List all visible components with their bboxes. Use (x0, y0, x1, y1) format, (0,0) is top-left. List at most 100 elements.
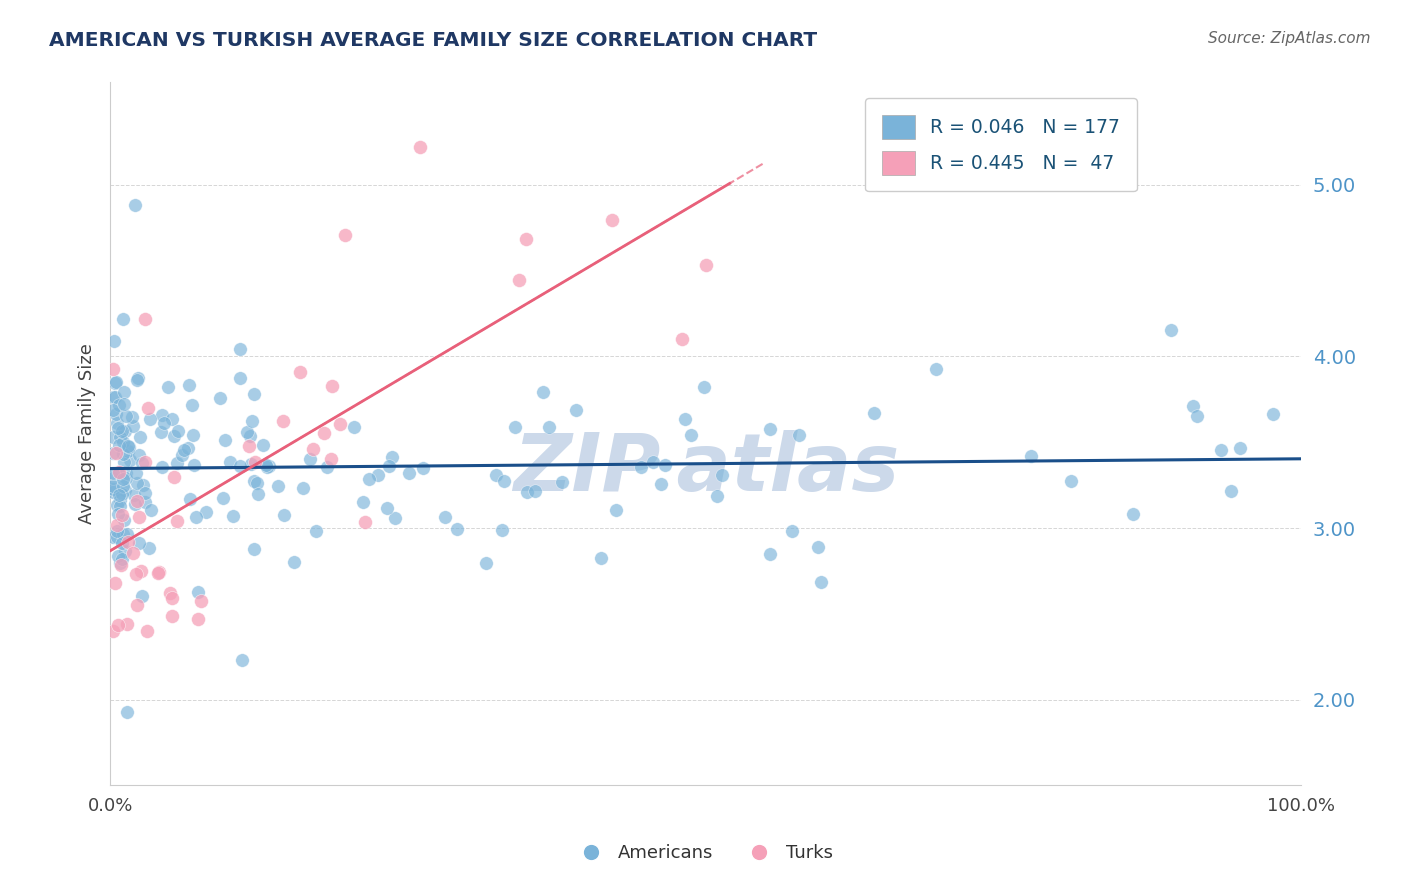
Point (605, 503, 627, 517)
Point (122, 419, 145, 434)
Point (259, 458, 281, 473)
Point (681, 428, 703, 442)
Point (863, 406, 886, 420)
Point (162, 412, 184, 426)
Point (1060, 474, 1083, 488)
Point (101, 471, 124, 485)
Point (239, 429, 262, 443)
Point (150, 409, 173, 423)
Point (107, 416, 129, 430)
Point (166, 456, 188, 470)
Point (671, 332, 693, 346)
Point (105, 524, 128, 538)
Point (129, 564, 152, 578)
Point (146, 566, 169, 581)
Point (273, 508, 295, 522)
Point (246, 487, 269, 501)
Point (138, 412, 160, 426)
Point (298, 452, 321, 467)
Point (630, 459, 652, 474)
Point (115, 617, 138, 632)
Point (537, 420, 560, 434)
Point (409, 140, 432, 154)
Point (381, 450, 404, 464)
Point (219, 455, 242, 469)
Point (357, 472, 380, 486)
Point (103, 390, 125, 404)
Point (291, 481, 314, 495)
Point (101, 362, 124, 376)
Point (163, 470, 186, 484)
Point (131, 456, 153, 470)
Point (150, 460, 173, 475)
Point (212, 491, 235, 505)
Point (352, 495, 374, 509)
Point (252, 438, 274, 452)
Point (115, 409, 138, 423)
Point (122, 488, 145, 502)
Point (243, 475, 266, 489)
Point (125, 373, 148, 387)
Point (181, 398, 204, 412)
Point (475, 556, 498, 570)
Point (600, 212, 623, 227)
Point (112, 397, 135, 411)
Point (214, 433, 236, 447)
Point (103, 466, 125, 480)
Point (162, 609, 184, 624)
Point (115, 527, 138, 541)
Point (112, 447, 135, 461)
Point (114, 544, 136, 558)
Point (111, 508, 134, 522)
Point (245, 475, 267, 490)
Point (267, 479, 290, 493)
Point (108, 398, 131, 412)
Point (242, 386, 264, 401)
Point (1187, 409, 1209, 423)
Point (138, 541, 160, 555)
Point (101, 430, 124, 444)
Point (208, 391, 231, 405)
Point (304, 524, 326, 538)
Point (1160, 323, 1182, 337)
Point (107, 618, 129, 632)
Point (329, 417, 352, 432)
Point (105, 517, 128, 532)
Point (107, 507, 129, 521)
Point (131, 590, 153, 604)
Point (343, 420, 366, 434)
Point (1019, 449, 1042, 463)
Point (122, 545, 145, 559)
Point (446, 522, 468, 536)
Point (398, 466, 420, 480)
Point (565, 403, 588, 417)
Point (367, 467, 389, 482)
Point (134, 495, 156, 509)
Point (111, 424, 134, 438)
Point (177, 441, 200, 455)
Point (111, 486, 134, 500)
Point (111, 535, 134, 549)
Point (107, 465, 129, 479)
Point (516, 485, 538, 500)
Point (115, 471, 138, 485)
Point (125, 467, 148, 481)
Point (314, 425, 336, 440)
Point (485, 467, 508, 482)
Point (125, 599, 148, 613)
Point (115, 466, 138, 480)
Point (759, 548, 782, 562)
Point (101, 479, 124, 493)
Point (104, 407, 127, 421)
Point (125, 493, 148, 508)
Point (108, 438, 131, 452)
Point (104, 576, 127, 591)
Point (104, 375, 127, 389)
Point (641, 455, 664, 469)
Legend: R = 0.046   N = 177, R = 0.445   N =  47: R = 0.046 N = 177, R = 0.445 N = 47 (865, 98, 1137, 192)
Point (494, 475, 516, 489)
Y-axis label: Average Family Size: Average Family Size (79, 343, 96, 524)
Point (239, 457, 262, 471)
Point (231, 653, 253, 667)
Point (128, 448, 150, 462)
